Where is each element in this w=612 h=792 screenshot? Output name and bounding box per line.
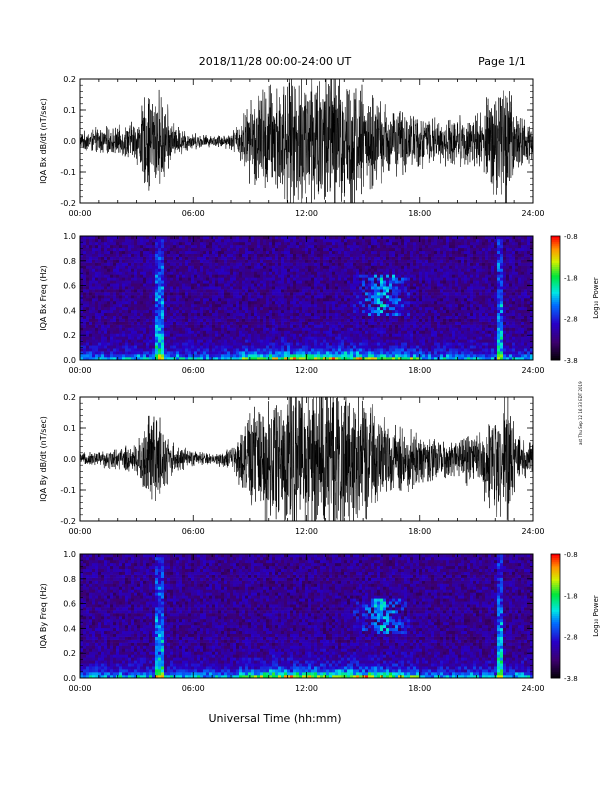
x-tick-label: 18:00 [408,209,431,218]
y-tick-label: -0.2 [60,199,76,208]
colorbar: -0.8 -1.8 -2.8 -3.8 Log₁₀ Power [550,551,600,683]
y-tick-label: 0.2 [63,75,76,84]
x-tick-label: 06:00 [182,527,205,536]
signal-trace [80,397,533,521]
spectrogram-cells [80,236,534,361]
y-tick-label: 0.2 [63,649,76,658]
colorbar-tick-label: -0.8 [564,551,578,559]
x-tick-label: 12:00 [295,527,318,536]
y-tick-label: 0.4 [63,624,76,633]
y-tick-label: 0.8 [63,575,76,584]
spectrogram-cells [80,554,534,679]
colorbar-label: Log₁₀ Power [592,595,600,637]
y-tick-label: -0.2 [60,517,76,526]
y-tick-label: -0.1 [60,486,76,495]
x-tick-label: 24:00 [521,684,544,693]
y-tick-label: 0.6 [63,282,76,291]
page-number: Page 1/1 [478,55,526,68]
colorbar-tick-label: -3.8 [564,675,578,683]
y-axis-label: IQA By dB/dt (nT/sec) [39,416,48,502]
x-tick-label: 06:00 [182,209,205,218]
x-tick-label: 00:00 [68,684,91,693]
x-tick-label: 24:00 [521,209,544,218]
x-tick-label: 12:00 [295,366,318,375]
y-axis-label: IQA Bx Freq (Hz) [39,265,48,331]
x-tick-label: 00:00 [68,527,91,536]
y-tick-label: -0.1 [60,168,76,177]
side-note: ast Thu Sep 12 16:33 EDT 2019 [578,381,583,445]
y-tick-label: 1.0 [63,232,76,241]
colorbar-tick-label: -2.8 [564,316,578,324]
colorbar-tick-label: -2.8 [564,634,578,642]
y-tick-label: 0.0 [63,356,76,365]
y-tick-label: 0.2 [63,393,76,402]
x-tick-label: 18:00 [408,527,431,536]
x-tick-label: 18:00 [408,366,431,375]
y-tick-label: 0.8 [63,257,76,266]
x-tick-label: 12:00 [295,684,318,693]
x-tick-label: 24:00 [521,527,544,536]
y-tick-label: 1.0 [63,550,76,559]
x-tick-label: 24:00 [521,366,544,375]
x-axis-label: Universal Time (hh:mm) [209,712,342,725]
bx-timeseries-panel: 00:00 06:00 12:00 18:00 24:00 -0.2 -0.1 0.0 0.1 0… [39,75,545,218]
colorbar-tick-label: -3.8 [564,357,578,365]
y-tick-label: 0.0 [63,674,76,683]
by-spectrogram-panel: -0.8 -1.8 -2.8 -3.8 Log₁₀ Power 00:00 06:00 12:… [39,550,600,693]
by-timeseries-panel: 00:00 06:00 12:00 18:00 24:00 -0.2 -0.1 0.0 0.1 0… [39,393,545,536]
colorbar-label: Log₁₀ Power [592,277,600,319]
x-tick-label: 06:00 [182,684,205,693]
y-tick-label: 0.0 [63,137,76,146]
colorbar-tick-label: -1.8 [564,592,578,600]
y-tick-label: 0.6 [63,600,76,609]
x-tick-label: 00:00 [68,209,91,218]
y-tick-label: 0.1 [63,424,76,433]
x-tick-label: 00:00 [68,366,91,375]
y-axis-label: IQA By Freq (Hz) [39,583,48,649]
colorbar-tick-label: -0.8 [564,233,578,241]
y-tick-label: 0.0 [63,455,76,464]
signal-trace [80,79,533,203]
y-axis-label: IQA Bx dB/dt (nT/sec) [39,98,48,184]
page-title: 2018/11/28 00:00-24:00 UT [199,55,352,68]
x-tick-label: 06:00 [182,366,205,375]
y-tick-label: 0.2 [63,331,76,340]
colorbar-tick-label: -1.8 [564,274,578,282]
bx-spectrogram-panel: -0.8 -1.8 -2.8 -3.8 Log₁₀ Power 00:00 06:00 12:… [39,232,600,375]
colorbar: -0.8 -1.8 -2.8 -3.8 Log₁₀ Power [550,233,600,365]
x-tick-label: 12:00 [295,209,318,218]
y-tick-label: 0.1 [63,106,76,115]
y-tick-label: 0.4 [63,306,76,315]
x-tick-label: 18:00 [408,684,431,693]
